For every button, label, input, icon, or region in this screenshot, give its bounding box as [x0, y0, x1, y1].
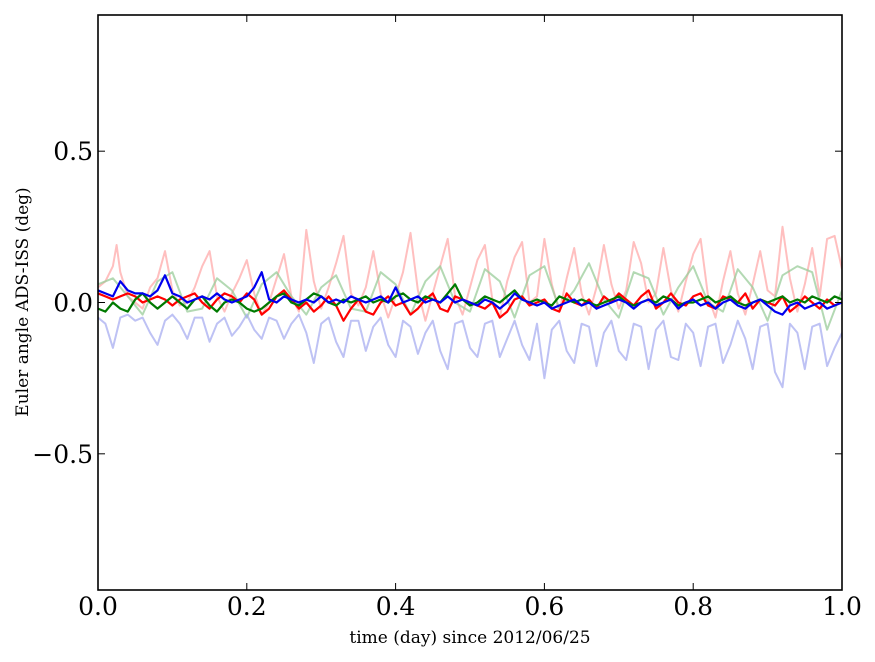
x-tick-label: 0.8	[673, 592, 713, 621]
series-layer	[98, 225, 842, 389]
x-tick-label: 0.2	[227, 592, 267, 621]
y-axis-label: Euler angle ADS-ISS (deg)	[13, 187, 33, 416]
y-tick-label: −0.5	[32, 440, 93, 469]
x-tick-label: 0.4	[376, 592, 416, 621]
x-axis-label: time (day) since 2012/06/25	[349, 628, 590, 648]
series-line-4	[98, 283, 842, 313]
series-line-2	[98, 313, 842, 389]
y-tick-label: 0.5	[53, 137, 93, 166]
y-tick-label: 0.0	[53, 289, 93, 318]
series-line-5	[98, 271, 842, 316]
x-tick-label: 1.0	[822, 592, 862, 621]
series-line-1	[98, 262, 842, 331]
x-tick-label: 0.6	[525, 592, 565, 621]
tick-layer: 0.0 0.2 0.4 0.6 0.8 1.0 −0.5 0.0 0.5	[32, 15, 862, 621]
x-tick-label: 0.0	[78, 592, 118, 621]
